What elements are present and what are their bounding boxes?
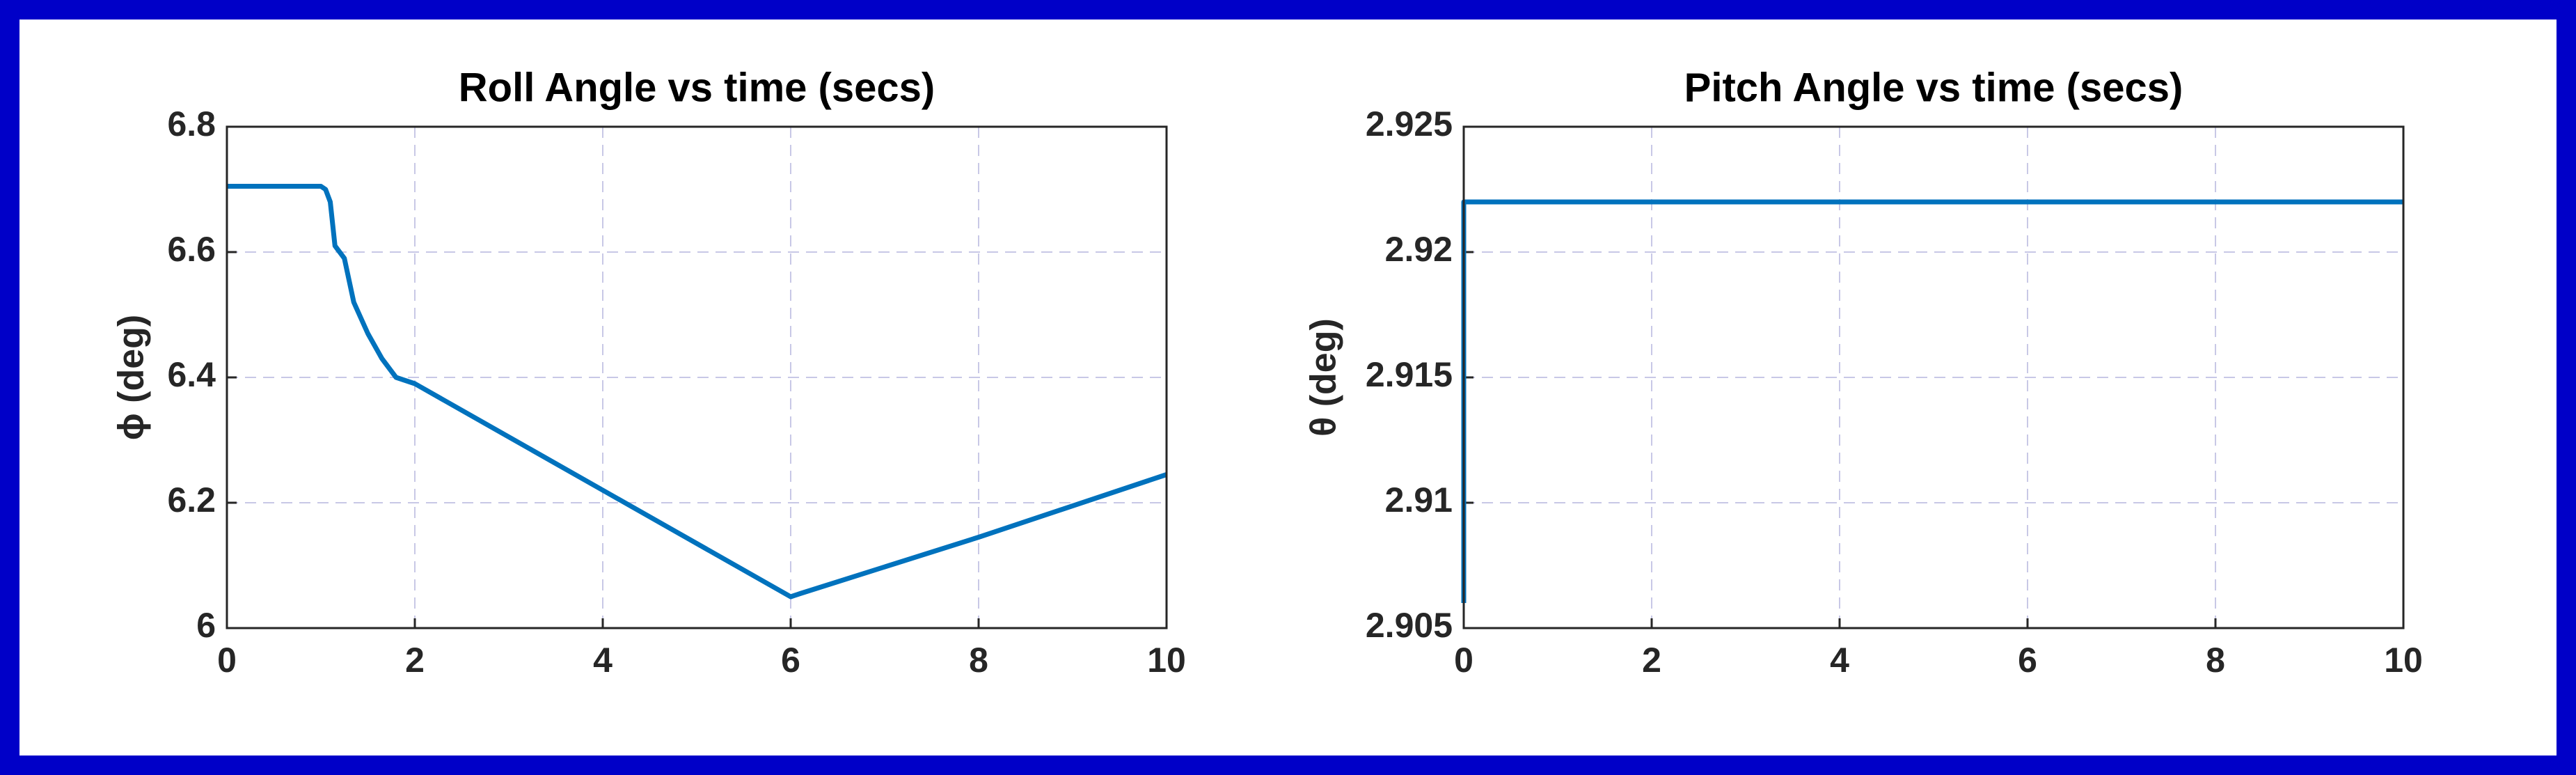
- y-tick-label: 2.92: [1385, 230, 1453, 269]
- chart-title: Pitch Angle vs time (secs): [1684, 65, 2183, 110]
- x-tick-label: 2: [1642, 641, 1661, 680]
- y-tick-label: 6.2: [167, 480, 216, 519]
- axes-box: [226, 125, 1168, 629]
- x-tick-label: 2: [405, 641, 425, 680]
- y-tick-label: 2.905: [1366, 606, 1453, 645]
- y-tick-label: 6.8: [167, 104, 216, 143]
- x-tick-label: 0: [217, 641, 237, 680]
- y-tick-label: 2.91: [1385, 480, 1453, 519]
- y-axis-label: θ (deg): [1304, 318, 1344, 437]
- y-tick-label: 6: [196, 606, 216, 645]
- x-tick-label: 10: [1147, 641, 1186, 680]
- chart-title: Roll Angle vs time (secs): [459, 65, 935, 110]
- data-line: [227, 184, 1168, 600]
- y-tick-label: 2.915: [1366, 355, 1453, 394]
- y-tick-label: 2.925: [1366, 104, 1453, 143]
- x-tick-label: 0: [1454, 641, 1473, 680]
- x-tick-label: 8: [969, 641, 988, 680]
- x-tick-label: 6: [2018, 641, 2037, 680]
- x-tick-label: 8: [2206, 641, 2225, 680]
- x-tick-label: 6: [781, 641, 800, 680]
- x-tick-label: 4: [1830, 641, 1849, 680]
- y-tick-label: 6.6: [167, 230, 216, 269]
- x-tick-label: 10: [2384, 641, 2423, 680]
- x-tick-label: 4: [593, 641, 613, 680]
- y-tick-label: 6.4: [167, 355, 216, 394]
- axes-box: [1462, 125, 2405, 629]
- y-axis-label: ϕ (deg): [111, 315, 152, 441]
